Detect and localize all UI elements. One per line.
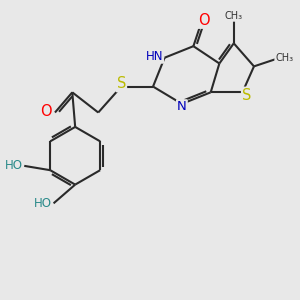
Text: N: N	[177, 100, 187, 113]
Text: S: S	[242, 88, 251, 103]
Text: HO: HO	[5, 159, 23, 172]
Text: CH₃: CH₃	[275, 53, 293, 63]
Text: HO: HO	[34, 197, 52, 210]
Text: O: O	[198, 13, 209, 28]
Text: O: O	[40, 103, 52, 118]
Text: CH₃: CH₃	[225, 11, 243, 21]
Text: S: S	[117, 76, 126, 91]
Text: HN: HN	[146, 50, 163, 63]
